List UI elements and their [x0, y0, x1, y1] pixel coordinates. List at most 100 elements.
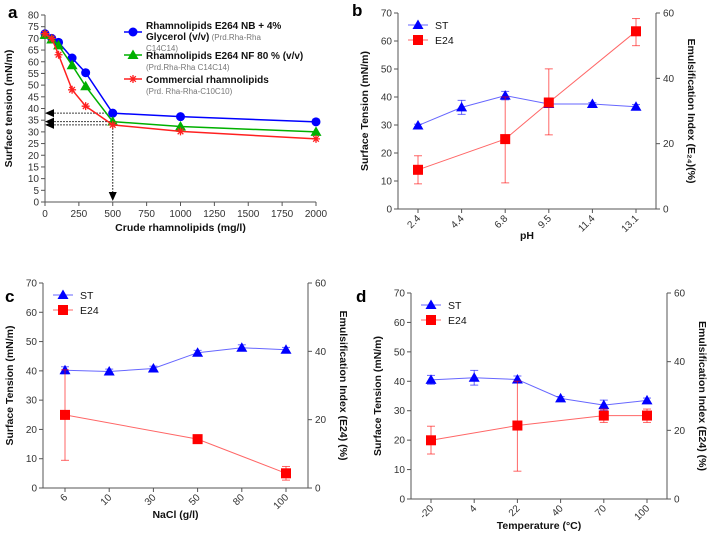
data-point [312, 134, 320, 143]
y-tick-label: 70 [381, 9, 393, 20]
x-tick-label: 9.5 [536, 213, 554, 231]
legend-label: ST [448, 300, 462, 312]
x-tick-label: 70 [593, 503, 609, 519]
series-line [417, 95, 637, 127]
y2-tick-label: 40 [663, 74, 675, 85]
series-line [64, 347, 287, 372]
y-tick-label: 70 [26, 279, 38, 290]
legend-name: Rhamnolipids E264 NF 80 % (v/v) [146, 51, 303, 62]
data-point [425, 374, 437, 384]
chart-panel-d: d 0 10 20 30 40 50 60 70 0 20 40 60 -20 4 22 40 70 100 Temp… [356, 287, 708, 532]
y-tick-label: 30 [381, 121, 393, 132]
data-point [468, 372, 480, 382]
y-axis-label: Surface Tension (mN/m) [372, 336, 384, 456]
x-tick-label: 50 [187, 492, 203, 508]
y-tick-label: 60 [381, 37, 393, 48]
data-point [586, 98, 598, 108]
arrow-down-icon [108, 192, 117, 201]
y-tick-label: 40 [381, 93, 393, 104]
data-point [81, 68, 91, 78]
y2-tick-label: 60 [663, 9, 675, 20]
x-tick-label: 2.4 [406, 213, 424, 231]
data-point [630, 101, 642, 111]
series-2 [41, 29, 320, 143]
y-tick-label: 0 [33, 198, 39, 209]
x-tick-label: 1500 [237, 209, 260, 220]
legend-label: E24 [448, 315, 467, 327]
legend-text: (Prd. Rha-Rha-C10C10) [146, 87, 233, 96]
y-tick-label: 40 [26, 366, 38, 377]
data-point [192, 347, 204, 357]
y-tick-label: 50 [26, 337, 38, 348]
legend-marker [128, 27, 138, 37]
x-tick-label: 4.4 [449, 213, 467, 231]
y-tick-label: 30 [26, 396, 38, 407]
data-point [108, 120, 117, 129]
y-tick-label: 40 [394, 377, 406, 388]
series-E24 [60, 369, 291, 481]
x-tick-label: 750 [138, 209, 155, 220]
data-point [641, 394, 653, 405]
y-tick-label: 20 [26, 425, 38, 436]
legend-name: Glycerol (v/v) [146, 32, 209, 43]
data-point [81, 102, 90, 111]
y-tick-label: 45 [28, 92, 40, 103]
y-tick-label: 25 [28, 139, 40, 150]
x-tick-label: 22 [507, 503, 523, 519]
y-tick-label: 20 [381, 149, 393, 160]
x-tick-label: 1750 [271, 209, 294, 220]
legend-text: Rhamnolipids E264 NF 80 % (v/v) [146, 51, 303, 62]
x-tick-label: 1000 [169, 209, 192, 220]
series-line [417, 30, 637, 171]
data-point [176, 127, 185, 136]
data-point [80, 80, 92, 91]
data-point [280, 344, 292, 354]
y-tick-label: 40 [28, 104, 40, 115]
data-point [236, 342, 248, 352]
series-line [430, 377, 648, 406]
legend-marker [413, 35, 423, 45]
y-tick-label: 35 [28, 116, 40, 127]
x-tick-label: 250 [71, 209, 88, 220]
legend-label: E24 [80, 305, 99, 317]
x-tick-label: 100 [633, 503, 653, 523]
y2-tick-label: 40 [674, 357, 686, 368]
y-tick-label: 60 [394, 318, 406, 329]
series-line [64, 414, 287, 474]
y2-axis-label: Emulsification Index (E₂₄)(%) [685, 38, 697, 183]
legend-text: Commercial rhamnolipids [146, 75, 269, 86]
x-tick-label: 100 [272, 492, 292, 512]
panel-label: c [5, 287, 14, 306]
legend-note: (Prd. Rha-Rha-C10C10) [146, 87, 233, 96]
series-E24 [426, 380, 652, 472]
x-tick-label: 1250 [203, 209, 226, 220]
y-tick-label: 65 [28, 46, 40, 57]
legend-note: C14C14) [146, 44, 178, 53]
y-tick-label: 50 [394, 347, 406, 358]
y2-tick-label: 0 [315, 484, 321, 495]
series-ST [412, 90, 642, 130]
y-axis-label: Surface tension (mN/m) [3, 50, 15, 168]
data-point [60, 409, 70, 420]
legend-label: ST [80, 290, 94, 302]
panel-label: b [352, 1, 362, 20]
data-point [147, 363, 159, 373]
data-point [192, 434, 203, 445]
legend-text: Glycerol (v/v) (Prd.Rha-Rha [146, 32, 261, 43]
x-tick-label: 30 [143, 492, 159, 508]
y-tick-label: 10 [394, 465, 406, 476]
legend: Rhamnolipids E264 NB + 4%Glycerol (v/v) … [124, 21, 303, 96]
y-axis-label: Surface Tension (mN/m) [4, 326, 16, 446]
y-axis-label: Surface Tension (mN/m) [359, 51, 371, 171]
legend: ST E24 [408, 19, 454, 47]
legend-name: Commercial rhamnolipids [146, 75, 269, 86]
y-tick-label: 50 [28, 81, 40, 92]
y-tick-label: 10 [381, 177, 393, 188]
data-point [456, 101, 468, 112]
data-point [413, 164, 423, 175]
y-tick-label: 50 [381, 65, 393, 76]
chart-panel-c: c 0 10 20 30 40 50 60 70 0 20 40 60 6 10 30 50 80 100 NaCl … [4, 279, 349, 522]
y2-tick-label: 20 [663, 139, 675, 150]
